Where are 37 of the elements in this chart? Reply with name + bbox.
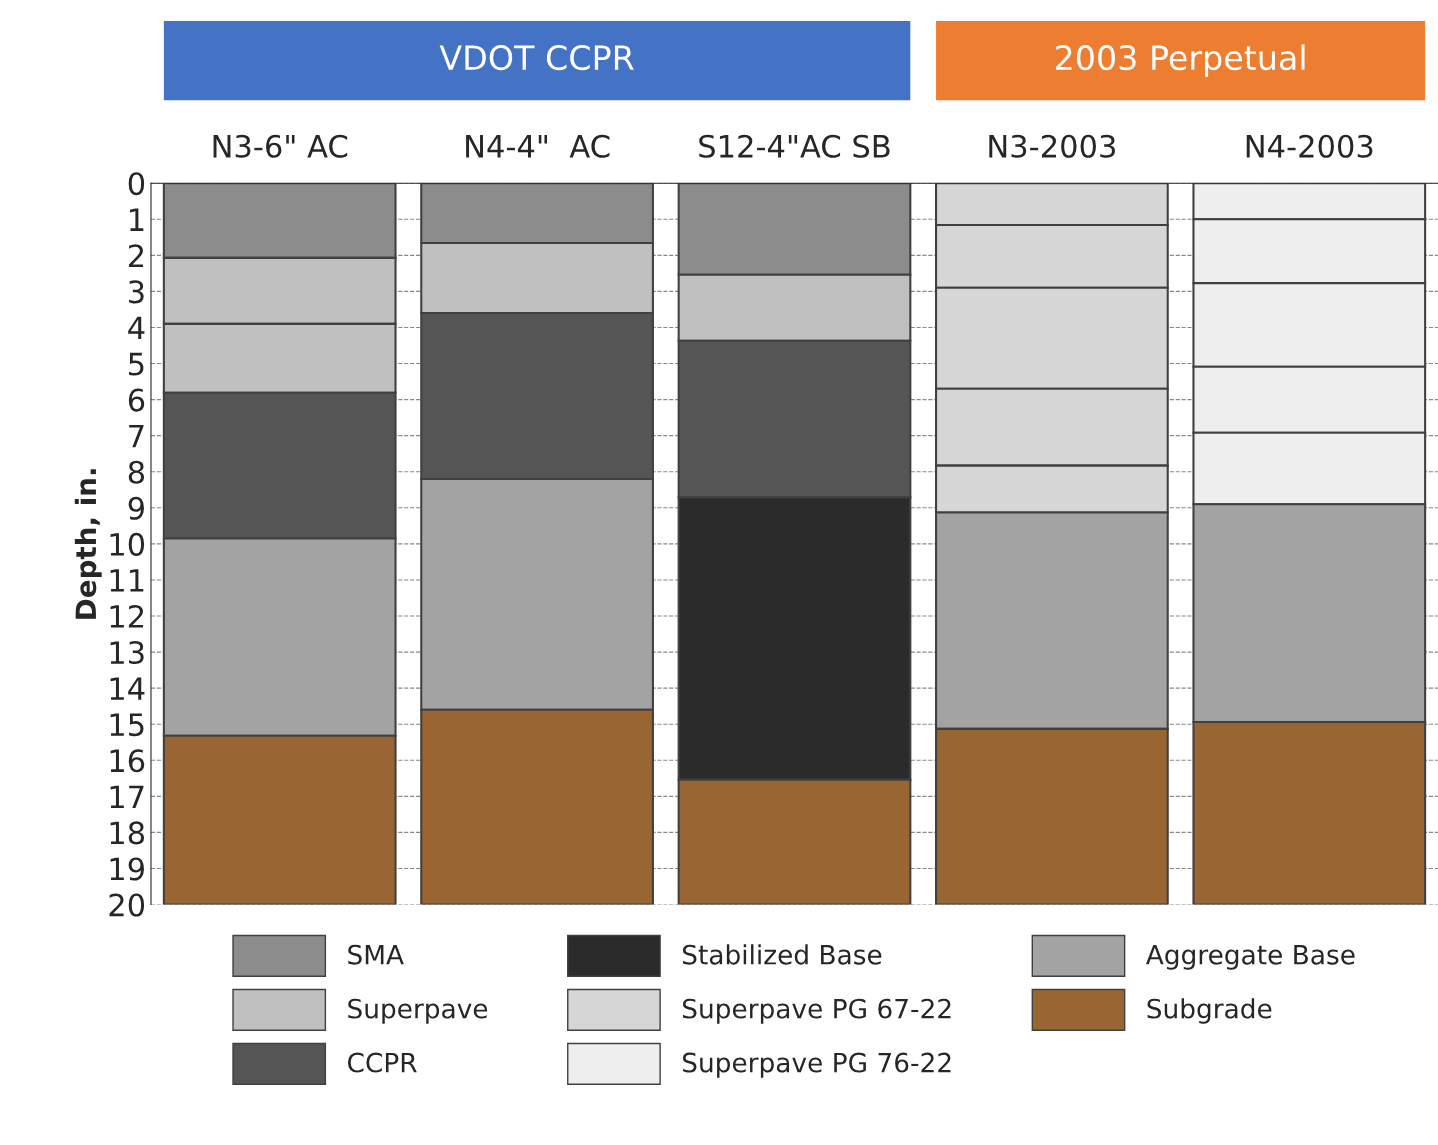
legend-label: Superpave PG 67-22	[682, 998, 951, 1024]
y-tick-label: 3	[129, 280, 144, 304]
y-tick-label: 15	[110, 713, 144, 737]
y-tick-label: 9	[128, 496, 144, 520]
legend-label: SMA	[348, 944, 404, 965]
y-tick-label: 10	[110, 532, 145, 556]
y-tick-label: 7	[129, 425, 144, 448]
y-tick-label: 20	[109, 893, 145, 917]
x-tick-label: N3-6" AC	[213, 134, 348, 158]
legend-label: Superpave	[348, 998, 488, 1024]
x-tick-label: N4-4" AC	[466, 134, 610, 158]
y-tick-label: 12	[110, 604, 144, 628]
y-tick-label: 13	[110, 641, 144, 665]
y-tick-label: 17	[110, 785, 144, 808]
x-tick-label: S12-4"AC SB	[699, 134, 890, 158]
y-tick-label: 6	[128, 388, 145, 412]
y-tick-label: 19	[110, 857, 144, 881]
y-tick-label: 16	[110, 749, 145, 773]
y-tick-label: 2	[128, 244, 144, 267]
text: 2003 Perpetual	[1056, 44, 1305, 77]
y-tick-label: 4	[128, 316, 145, 340]
y-tick-label: 18	[110, 821, 145, 845]
y-tick-label: 5	[129, 352, 144, 376]
x-tick-label: N3-2003	[989, 134, 1115, 158]
y-tick-label: 1	[130, 208, 144, 231]
legend-label: Stabilized Base	[682, 944, 882, 965]
x-tick-label: N4-2003	[1246, 134, 1373, 158]
legend-label: Aggregate Base	[1145, 945, 1355, 970]
y-tick-label: 0	[128, 172, 145, 196]
y-axis-title: Depth, in.	[74, 469, 102, 619]
legend-label: Subgrade	[1147, 998, 1272, 1024]
y-tick-label: 14	[110, 677, 145, 700]
y-tick-label: 11	[110, 569, 144, 592]
y-tick-label: 8	[128, 460, 145, 484]
legend-label: CCPR	[347, 1052, 417, 1073]
legend-label: Superpave PG 76-22	[682, 1052, 951, 1078]
text: VDOT CCPR	[439, 45, 634, 71]
